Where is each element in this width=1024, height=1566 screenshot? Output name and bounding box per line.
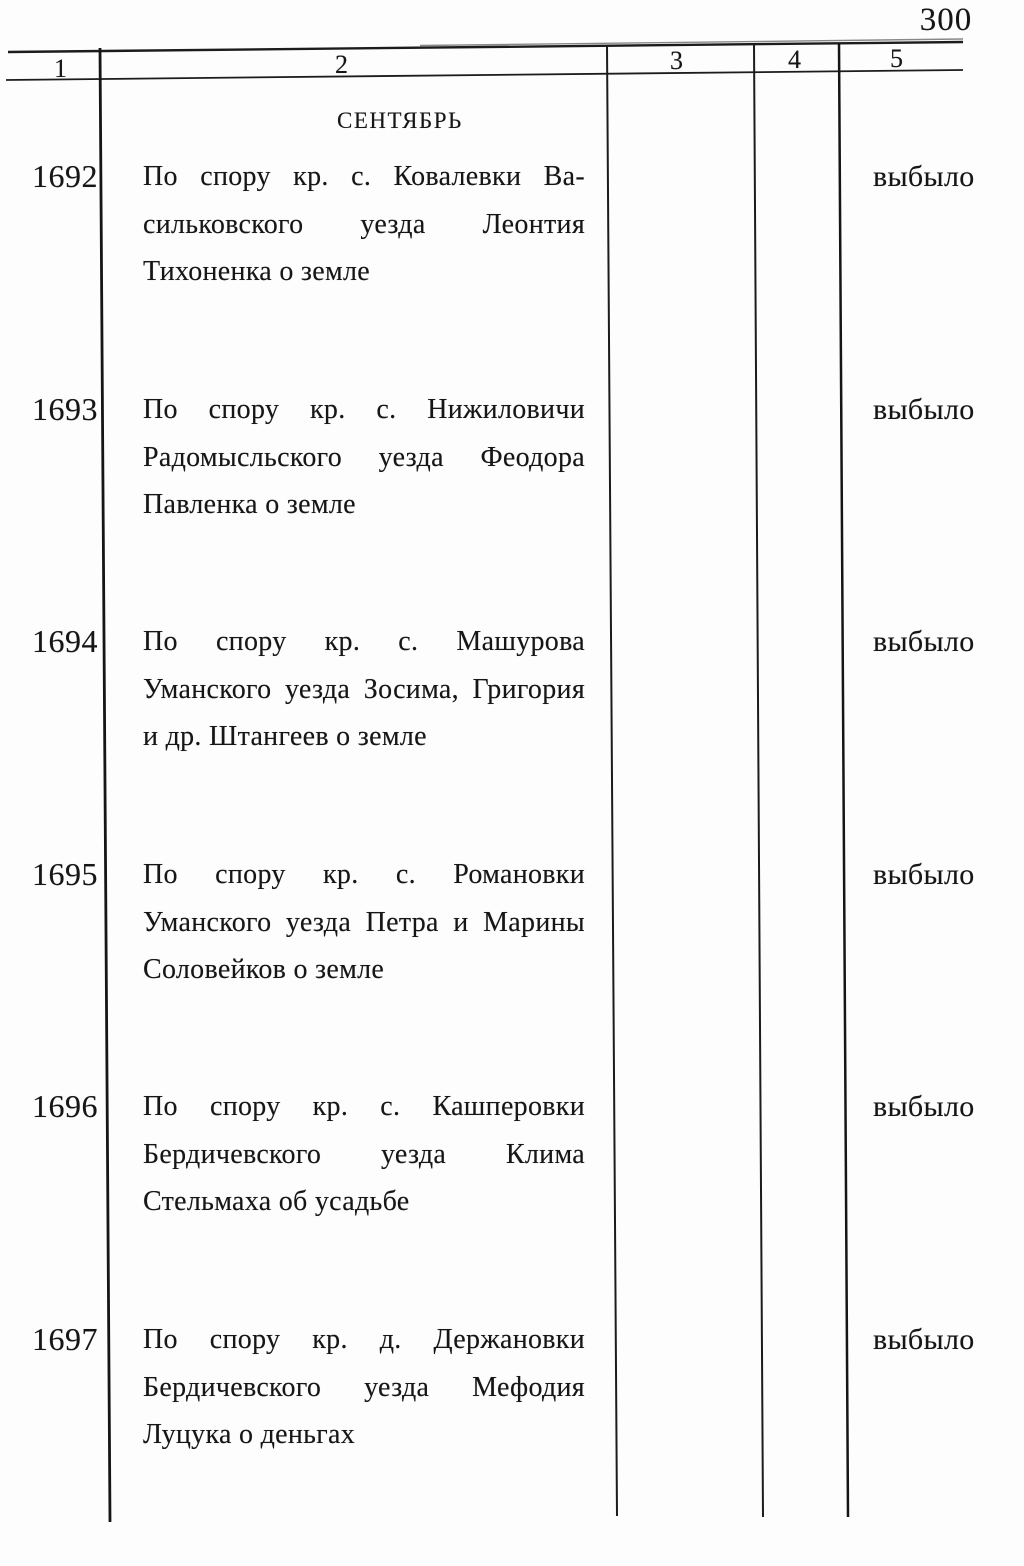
- column-header-1: 1: [54, 54, 68, 83]
- case-description: По спору кр. с. Кашперовки Бердичевского…: [143, 1083, 585, 1226]
- case-number: 1697: [32, 1321, 98, 1357]
- case-number: 1693: [32, 391, 98, 427]
- case-status: выбыло: [873, 625, 975, 658]
- case-description: По спору кр. с. Машурова Уманского уезда…: [143, 618, 585, 761]
- description-line: Уманского уезда Петра и Марины: [143, 906, 585, 938]
- column-header-4: 4: [788, 45, 802, 74]
- table-row: 1695 По спору кр. с. Романовки Уманского…: [0, 851, 1024, 1051]
- description-line: По спору кр. с. Нижиловичи: [143, 394, 585, 425]
- section-title-month: СЕНТЯБРЬ: [337, 108, 463, 133]
- case-status: выбыло: [873, 1323, 975, 1356]
- description-line: По спору кр. с. Ковалевки Ва-: [143, 161, 585, 192]
- description-line: сильковского уезда Леонтия: [143, 208, 585, 240]
- case-number: 1696: [32, 1088, 98, 1124]
- description-line: По спору кр. с. Романовки: [143, 859, 585, 890]
- description-line: Тихоненка о земле: [143, 256, 371, 287]
- description-line: Луцука о деньгах: [143, 1419, 356, 1450]
- table-row: 1697 По спору кр. д. Держановки Бердичев…: [0, 1316, 1024, 1516]
- description-line: Соловейков о земле: [143, 954, 385, 985]
- description-line: Бердичевского уезда Мефодия: [143, 1371, 585, 1403]
- description-line: Стельмаха об усадьбе: [143, 1186, 410, 1217]
- table-row: 1693 По спору кр. с. Нижиловичи Радомысл…: [0, 386, 1024, 586]
- case-status: выбыло: [873, 393, 975, 426]
- case-description: По спору кр. с. Нижиловичи Радомысльског…: [143, 386, 585, 529]
- column-header-2: 2: [335, 50, 349, 79]
- page-number: 300: [919, 2, 973, 38]
- column-header-5: 5: [890, 44, 904, 73]
- table-row: 1692 По спору кр. с. Ковалевки Ва- сильк…: [0, 153, 1024, 353]
- header-top-rule: [7, 40, 964, 54]
- description-line: По спору кр. с. Кашперовки: [143, 1091, 585, 1122]
- header-bottom-rule: [5, 69, 964, 81]
- description-line: Радомысльского уезда Феодора: [143, 441, 585, 473]
- case-description: По спору кр. д. Держановки Бердичевского…: [143, 1316, 585, 1459]
- case-description: По спору кр. с. Романовки Уманского уезд…: [143, 851, 585, 994]
- description-line: и др. Штангеев о земле: [143, 721, 427, 752]
- table-row: 1696 По спору кр. с. Кашперовки Бердичев…: [0, 1083, 1024, 1283]
- description-line: По спору кр. с. Машурова: [143, 626, 585, 657]
- column-header-3: 3: [670, 46, 684, 75]
- header-top-rule-ghost: [419, 38, 964, 47]
- description-line: Бердичевского уезда Клима: [143, 1138, 585, 1170]
- table-row: 1694 По спору кр. с. Машурова Уманского …: [0, 618, 1024, 818]
- case-number: 1695: [32, 856, 98, 892]
- description-line: Павленка о земле: [143, 489, 356, 520]
- case-number: 1692: [32, 158, 98, 194]
- case-number: 1694: [32, 623, 98, 659]
- description-line: По спору кр. д. Держановки: [143, 1324, 585, 1355]
- case-status: выбыло: [873, 160, 975, 193]
- case-description: По спору кр. с. Ковалевки Ва- сильковско…: [143, 153, 585, 296]
- case-status: выбыло: [873, 1090, 975, 1123]
- description-line: Уманского уезда Зосима, Григория: [143, 673, 585, 705]
- case-status: выбыло: [873, 858, 975, 891]
